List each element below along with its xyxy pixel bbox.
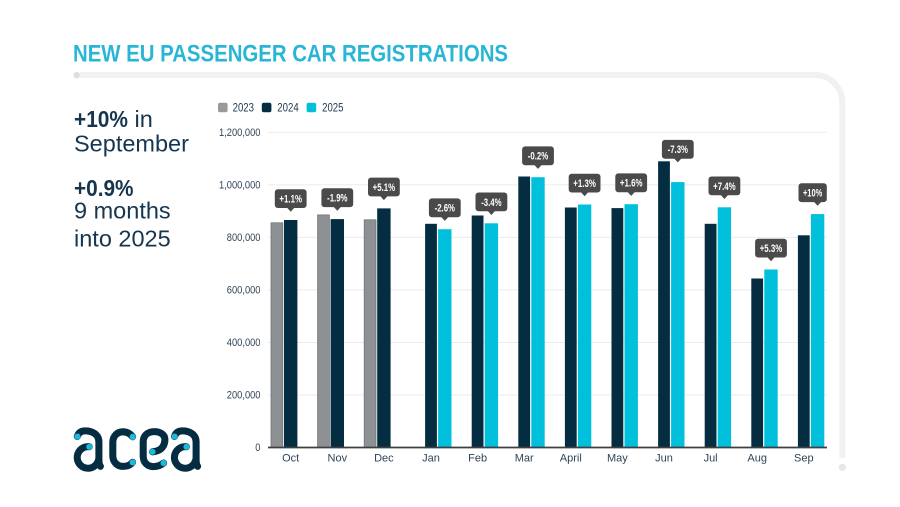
svg-text:Aug: Aug <box>747 453 767 465</box>
svg-text:800,000: 800,000 <box>227 232 261 244</box>
svg-text:April: April <box>560 453 582 465</box>
svg-text:-1.9%: -1.9% <box>327 193 347 205</box>
svg-text:Sep: Sep <box>794 453 814 465</box>
svg-text:into 2025: into 2025 <box>74 226 171 252</box>
svg-text:Jun: Jun <box>655 453 673 465</box>
svg-text:Oct: Oct <box>282 453 299 465</box>
svg-text:400,000: 400,000 <box>227 337 261 349</box>
svg-text:1,200,000: 1,200,000 <box>219 127 261 139</box>
svg-text:-0.2%: -0.2% <box>528 151 548 163</box>
svg-text:+10%: +10% <box>803 188 822 200</box>
svg-text:+1.3%: +1.3% <box>573 178 596 190</box>
svg-text:+0.9%: +0.9% <box>74 175 134 201</box>
svg-text:+5.1%: +5.1% <box>373 182 396 194</box>
svg-text:1,000,000: 1,000,000 <box>219 180 261 192</box>
svg-text:2025: 2025 <box>322 101 344 115</box>
svg-text:Feb: Feb <box>468 453 487 465</box>
svg-text:+7.4%: +7.4% <box>713 181 736 193</box>
svg-text:Mar: Mar <box>515 453 534 465</box>
svg-text:+10% in: +10% in <box>74 106 153 132</box>
svg-text:+1.1%: +1.1% <box>279 194 302 206</box>
svg-text:2024: 2024 <box>277 101 299 115</box>
svg-text:-3.4%: -3.4% <box>481 197 501 209</box>
svg-text:+5.3%: +5.3% <box>760 243 783 255</box>
svg-text:Jul: Jul <box>704 453 718 465</box>
svg-text:NEW EU PASSENGER CAR REGISTRAT: NEW EU PASSENGER CAR REGISTRATIONS <box>73 41 508 68</box>
svg-text:600,000: 600,000 <box>227 285 261 297</box>
svg-text:-2.6%: -2.6% <box>435 203 455 215</box>
svg-text:0: 0 <box>255 442 260 454</box>
svg-text:200,000: 200,000 <box>227 390 261 402</box>
svg-text:+1.6%: +1.6% <box>620 178 643 190</box>
svg-text:Dec: Dec <box>374 453 394 465</box>
svg-text:September: September <box>74 131 189 157</box>
svg-text:-7.3%: -7.3% <box>668 144 688 156</box>
svg-text:Jan: Jan <box>422 453 440 465</box>
svg-text:Nov: Nov <box>328 453 348 465</box>
svg-text:2023: 2023 <box>233 101 255 115</box>
svg-text:May: May <box>607 453 628 465</box>
svg-text:9 months: 9 months <box>74 198 171 224</box>
